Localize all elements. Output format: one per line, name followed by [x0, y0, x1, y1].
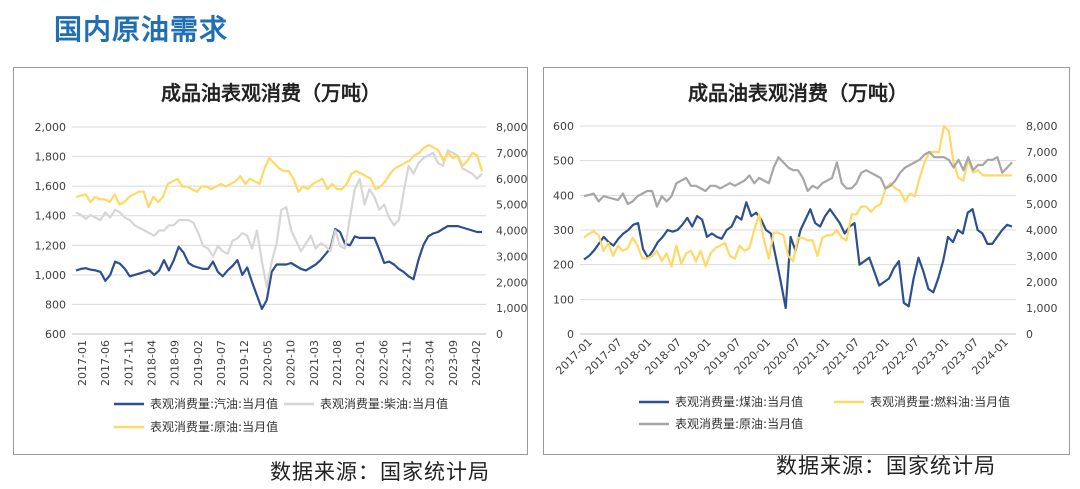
chart-panel-right: 成品油表观消费（万吨） 0 100 200 300 400 500 600 0 1,000 2,00…	[543, 67, 1070, 455]
x-tick-label: 2020-05	[261, 340, 274, 386]
y-right-tick-label: 6,000	[496, 173, 527, 186]
data-source-left: 数据来源：国家统计局	[270, 460, 490, 484]
y-right-tick-label: 8,000	[1026, 120, 1058, 133]
series-line-0	[75, 225, 482, 310]
series-line-2	[583, 150, 1013, 208]
y-right-tick-label: 7,000	[1026, 146, 1058, 159]
chart-left: 成品油表观消费（万吨） 600 800 1,000 1,200 1,400 1,600 1,8…	[35, 81, 528, 434]
y-right-tick-label: 3,000	[496, 250, 527, 263]
y-right-tick-label: 2,000	[496, 276, 527, 289]
legend-label: 表观消费量:汽油:当月值	[150, 396, 278, 411]
y-right-tick-label: 3,000	[1026, 250, 1058, 263]
y-right-tick-label: 4,000	[496, 225, 527, 238]
x-tick-label: 2019-02	[192, 340, 205, 386]
x-tick-label: 2021-08	[331, 340, 344, 386]
data-source-right: 数据来源：国家统计局	[776, 454, 996, 478]
series-line-2	[75, 143, 484, 209]
y-right-tick-label: 7,000	[496, 147, 527, 160]
x-tick-label: 2019-07	[215, 340, 228, 386]
x-tick-label: 2021-03	[308, 340, 321, 386]
series-line-1	[75, 149, 483, 289]
y-right-tick-label: 0	[496, 328, 503, 341]
chart-right: 成品油表观消费（万吨） 0 100 200 300 400 500 600 0 1,000 2,00…	[553, 81, 1058, 431]
x-tick-label: 2022-01	[354, 340, 367, 386]
x-tick-label: 2018-09	[169, 340, 182, 386]
series-line-1	[583, 124, 1012, 268]
y-left-tick-label: 1,200	[35, 239, 67, 252]
x-tick-label: 2024-02	[470, 340, 483, 386]
legend-label: 表观消费量:煤油:当月值	[675, 394, 803, 409]
y-right-tick-label: 1,000	[496, 302, 527, 315]
x-tick-label: 2023-04	[424, 340, 437, 386]
y-left-tick-label: 300	[553, 224, 574, 237]
x-tick-label: 2017-11	[122, 340, 135, 386]
y-left-tick-label: 400	[553, 189, 574, 202]
y-left-tick-label: 1,000	[35, 269, 67, 282]
y-left-tick-label: 0	[567, 328, 574, 341]
chart-title: 成品油表观消费（万吨）	[688, 81, 908, 105]
legend-label: 表观消费量:柴油:当月值	[320, 396, 448, 411]
y-right-tick-label: 5,000	[1026, 198, 1058, 211]
chart-panel-left: 成品油表观消费（万吨） 600 800 1,000 1,200 1,400 1,600 1,8…	[13, 67, 528, 455]
y-right-tick-label: 2,000	[1026, 276, 1058, 289]
legend-label: 表观消费量:燃料油:当月值	[870, 394, 1010, 409]
page-title: 国内原油需求	[54, 13, 229, 46]
y-left-tick-label: 100	[553, 293, 574, 306]
x-tick-label: 2019-12	[238, 340, 251, 386]
y-left-tick-label: 600	[45, 328, 66, 341]
chart-title: 成品油表观消费（万吨）	[161, 81, 381, 105]
y-left-tick-label: 200	[553, 259, 574, 272]
x-tick-label: 2018-04	[146, 340, 159, 386]
y-left-tick-label: 600	[553, 120, 574, 133]
series-line-0	[583, 201, 1013, 310]
x-tick-label: 2023-09	[447, 340, 460, 386]
y-right-tick-label: 6,000	[1026, 172, 1058, 185]
x-tick-label: 2017-01	[76, 340, 89, 386]
legend-label: 表观消费量:原油:当月值	[675, 416, 803, 431]
y-right-tick-label: 5,000	[496, 199, 527, 212]
y-left-tick-label: 800	[45, 298, 66, 311]
y-right-tick-label: 0	[1026, 328, 1033, 341]
y-left-tick-label: 1,600	[35, 180, 67, 193]
x-tick-label: 2017-06	[99, 340, 112, 386]
x-tick-label: 2022-11	[400, 340, 413, 386]
x-tick-label: 2022-06	[377, 340, 390, 386]
y-right-tick-label: 4,000	[1026, 224, 1058, 237]
y-left-tick-label: 500	[553, 155, 574, 168]
x-tick-label: 2020-10	[285, 340, 298, 386]
y-left-tick-label: 2,000	[35, 121, 67, 134]
y-right-tick-label: 1,000	[1026, 302, 1058, 315]
legend-label: 表观消费量:原油:当月值	[150, 419, 278, 434]
y-left-tick-label: 1,800	[35, 151, 67, 164]
y-left-tick-label: 1,400	[35, 210, 67, 223]
y-right-tick-label: 8,000	[496, 121, 527, 134]
